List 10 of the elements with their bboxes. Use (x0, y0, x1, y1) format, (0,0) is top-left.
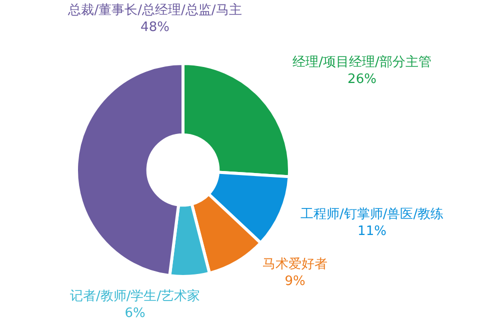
slice-label: 工程师/钉掌师/兽医/教练 (300, 206, 444, 222)
data-label: 26% (348, 72, 376, 87)
slice-label: 记者/教师/学生/艺术家 (70, 288, 200, 304)
slice-label: 总裁/董事长/总经理/总监/马主 (67, 2, 242, 18)
slice-label: 经理/项目经理/部分主管 (292, 54, 432, 70)
data-label: 48% (140, 20, 170, 35)
slice-label: 马术爱好者 (262, 256, 328, 272)
data-label: 6% (124, 306, 146, 321)
data-label: 9% (284, 274, 306, 289)
data-label: 11% (358, 224, 386, 239)
